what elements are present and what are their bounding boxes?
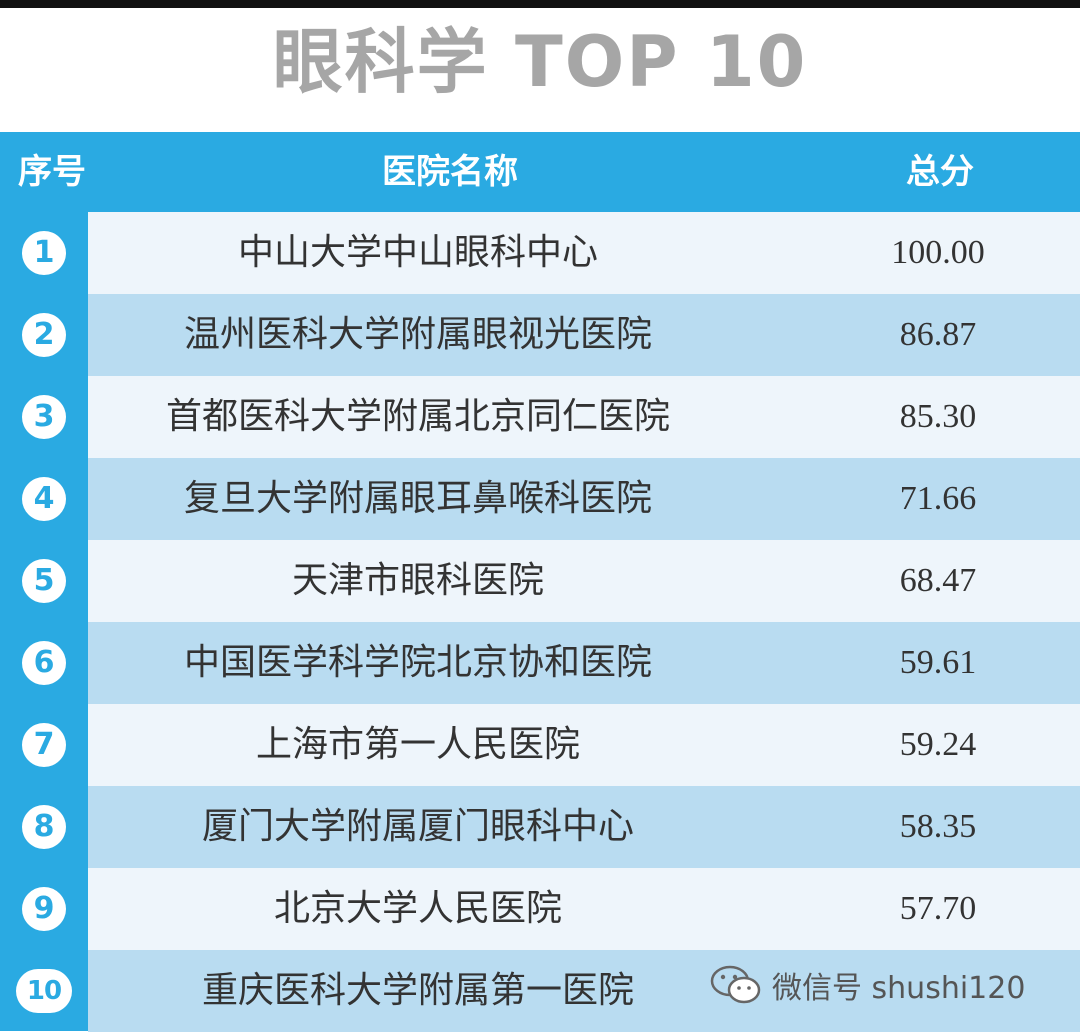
hospital-name: 首都医科大学附属北京同仁医院 <box>165 396 670 437</box>
hospital-name: 中山大学中山眼科中心 <box>237 232 598 273</box>
watermark-text: 微信号 shushi120 <box>772 971 1026 1006</box>
hospital-score: 59.24 <box>899 726 977 763</box>
page-title: 眼科学 TOP 10 <box>272 21 808 103</box>
rank-badge: 8 <box>22 805 66 849</box>
hospital-name: 重庆医科大学附属第一医院 <box>201 970 634 1011</box>
hospital-name: 厦门大学附属厦门眼科中心 <box>201 806 634 847</box>
header-rank: 序号 <box>18 152 86 192</box>
table-row: 首都医科大学附属北京同仁医院 85.30 <box>88 376 1080 458</box>
hospital-score: 100.00 <box>891 234 985 271</box>
hospital-score: 68.47 <box>899 562 977 599</box>
hospital-score: 86.87 <box>899 316 977 353</box>
rank-column: 1 2 3 4 5 6 7 8 9 10 <box>0 212 88 1032</box>
table-row: 中山大学中山眼科中心 100.00 <box>88 212 1080 294</box>
hospital-name: 上海市第一人民医院 <box>255 724 580 765</box>
header-score: 总分 <box>906 152 974 192</box>
rank-badge: 9 <box>22 887 66 931</box>
rank-badge: 6 <box>22 641 66 685</box>
hospital-score: 71.66 <box>899 480 977 517</box>
table-row: 北京大学人民医院 57.70 <box>88 868 1080 950</box>
table-row: 中国医学科学院北京协和医院 59.61 <box>88 622 1080 704</box>
table-body: 中山大学中山眼科中心 100.00 温州医科大学附属眼视光医院 86.87 首都… <box>88 212 1080 1032</box>
hospital-name: 北京大学人民医院 <box>273 888 562 929</box>
wechat-icon <box>708 963 764 1007</box>
table-header: 序号 医院名称 总分 <box>0 132 1080 212</box>
hospital-name: 温州医科大学附属眼视光医院 <box>183 314 652 355</box>
ranking-table: 序号 医院名称 总分 1 2 3 4 5 6 7 8 9 10 中山大学中山眼科… <box>0 132 1080 1032</box>
rank-badge: 4 <box>22 477 66 521</box>
hospital-name: 中国医学科学院北京协和医院 <box>183 642 652 683</box>
table-row: 重庆医科大学附属第一医院 <box>88 950 1080 1032</box>
hospital-score: 85.30 <box>899 398 977 435</box>
top-border <box>0 0 1080 8</box>
header-hospital-name: 医院名称 <box>382 152 518 192</box>
hospital-name: 复旦大学附属眼耳鼻喉科医院 <box>183 478 652 519</box>
table-row: 天津市眼科医院 68.47 <box>88 540 1080 622</box>
rank-badge: 3 <box>22 395 66 439</box>
hospital-score: 58.35 <box>899 808 977 845</box>
rank-badge: 1 <box>22 231 66 275</box>
wechat-watermark: 微信号 shushi120 <box>708 960 1025 1010</box>
hospital-score: 59.61 <box>899 644 977 681</box>
hospital-score: 57.70 <box>899 890 977 927</box>
table-row: 温州医科大学附属眼视光医院 86.87 <box>88 294 1080 376</box>
table-row: 厦门大学附属厦门眼科中心 58.35 <box>88 786 1080 868</box>
rank-badge: 5 <box>22 559 66 603</box>
table-row: 上海市第一人民医院 59.24 <box>88 704 1080 786</box>
rank-badge: 10 <box>16 969 72 1013</box>
rank-badge: 2 <box>22 313 66 357</box>
table-row: 复旦大学附属眼耳鼻喉科医院 71.66 <box>88 458 1080 540</box>
hospital-name: 天津市眼科医院 <box>291 560 544 601</box>
rank-badge: 7 <box>22 723 66 767</box>
